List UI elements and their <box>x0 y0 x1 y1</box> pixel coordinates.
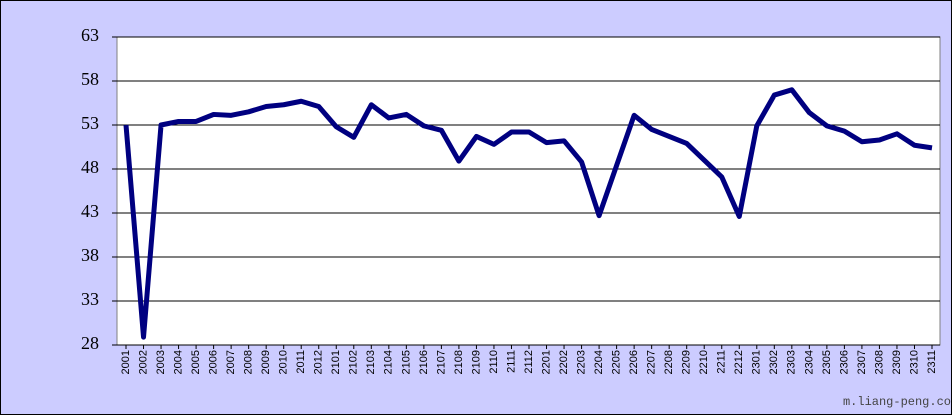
y-tick-label: 63 <box>81 25 99 45</box>
x-tick-label: 2212 <box>733 350 745 374</box>
x-tick-label: 2004 <box>172 350 184 374</box>
x-tick-label: 2305 <box>821 350 833 374</box>
x-tick-label: 2202 <box>558 350 570 374</box>
x-tick-label: 2109 <box>470 350 482 374</box>
plot-area <box>116 36 941 346</box>
x-tick-label: 2110 <box>488 350 500 374</box>
x-tick-label: 2008 <box>243 350 255 374</box>
y-tick-label: 48 <box>81 157 99 177</box>
x-tick-label: 2111 <box>505 350 517 373</box>
data-line <box>123 87 933 340</box>
y-tick-label: 58 <box>81 69 99 89</box>
x-tick-label: 2203 <box>575 350 587 374</box>
x-tick-label: 2105 <box>400 350 412 374</box>
x-tick-label: 2304 <box>803 350 815 374</box>
x-tick-label: 2103 <box>365 350 377 374</box>
x-tick-label: 2012 <box>313 350 325 374</box>
x-tick-label: 2303 <box>786 350 798 374</box>
y-tick-label: 33 <box>81 289 99 309</box>
x-tick-label: 2003 <box>155 350 167 374</box>
x-tick-label: 2201 <box>540 350 552 374</box>
x-tick-label: 2211 <box>716 350 728 374</box>
x-tick-label: 2011 <box>295 350 307 374</box>
y-tick-label: 28 <box>81 333 99 353</box>
x-tick-label: 2104 <box>383 350 395 374</box>
x-tick-label: 2204 <box>593 350 605 374</box>
x-tick-label: 2102 <box>348 350 360 374</box>
y-tick-label: 43 <box>81 201 99 221</box>
x-tick-label: 2001 <box>120 350 132 374</box>
x-tick-label: 2005 <box>190 350 202 374</box>
watermark: m.liang-peng.co <box>843 395 951 409</box>
x-tick-label: 2210 <box>698 350 710 374</box>
x-tick-label: 2207 <box>646 350 658 374</box>
x-tick-label: 2302 <box>768 350 780 374</box>
x-tick-label: 2205 <box>611 350 623 374</box>
x-tick-label: 2306 <box>838 350 850 374</box>
x-tick-label: 2107 <box>435 350 447 374</box>
x-tick-label: 2009 <box>260 350 272 374</box>
x-tick-label: 2006 <box>208 350 220 374</box>
x-tick-label: 2208 <box>663 350 675 374</box>
x-tick-label: 2002 <box>137 350 149 374</box>
x-tick-label: 2206 <box>628 350 640 374</box>
y-tick-label: 38 <box>81 245 99 265</box>
x-tick-label: 2010 <box>278 350 290 374</box>
x-tick-label: 2106 <box>418 350 430 374</box>
x-tick-label: 2311 <box>926 350 938 374</box>
x-tick-label: 2108 <box>453 350 465 374</box>
x-tick-label: 2308 <box>873 350 885 374</box>
x-tick-label: 2209 <box>681 350 693 374</box>
x-tick-label: 2112 <box>523 350 535 374</box>
x-tick-label: 2307 <box>856 350 868 374</box>
y-tick-label: 53 <box>81 113 99 133</box>
x-tick-label: 2007 <box>225 350 237 374</box>
x-tick-label: 2101 <box>330 350 342 374</box>
x-tick-label: 2301 <box>751 350 763 374</box>
x-tick-label: 2309 <box>891 350 903 374</box>
x-tick-label: 2310 <box>908 350 920 374</box>
